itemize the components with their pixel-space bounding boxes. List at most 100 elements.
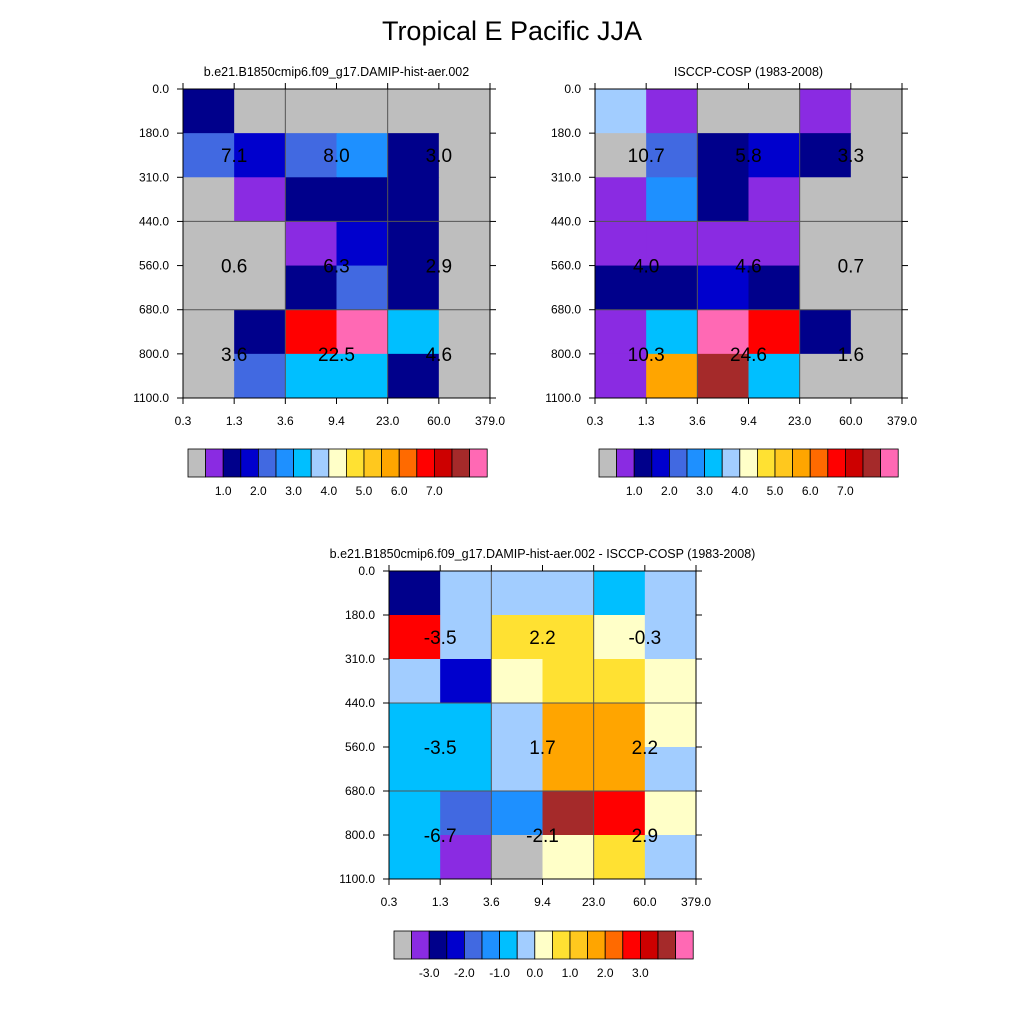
x-tick-label: 3.6 [483, 895, 500, 909]
colorbar-swatch [739, 448, 758, 478]
colorbar-label: 5.0 [767, 484, 784, 498]
cell-value-label: 2.2 [529, 628, 555, 649]
y-tick-label: 440.0 [345, 696, 375, 710]
colorbar-label: 6.0 [802, 484, 819, 498]
colorbar-swatch [363, 448, 383, 478]
x-tick-label: 0.3 [381, 895, 398, 909]
heatmap-cell [387, 221, 440, 267]
y-tick-label: 180.0 [139, 126, 169, 140]
y-tick-label: 560.0 [551, 259, 581, 273]
y-tick-label: 310.0 [139, 170, 169, 184]
heatmap-cell [183, 133, 235, 178]
cell-value-label: 3.6 [221, 345, 247, 366]
heatmap-cell [285, 133, 337, 178]
heatmap-cell [799, 133, 852, 178]
heatmap-cell [387, 309, 440, 355]
heatmap-cell [387, 353, 440, 399]
heatmap-cell [389, 747, 441, 792]
heatmap-cell [387, 177, 440, 222]
heatmap-cell [234, 265, 286, 311]
colorbar-swatch [552, 930, 571, 960]
cell-value-label: 4.6 [426, 345, 452, 366]
colorbar-swatch [240, 448, 259, 478]
cell-value-label: 1.7 [529, 738, 555, 759]
heatmap-cell [285, 309, 337, 355]
colorbar-swatch [428, 930, 448, 960]
colorbar-swatch [598, 448, 618, 478]
colorbar-swatch [757, 448, 776, 478]
heatmap-cell [389, 703, 441, 748]
cell-value-label: 2.9 [426, 257, 452, 278]
heatmap-cell [595, 265, 647, 311]
x-tick-label: 379.0 [681, 895, 711, 909]
y-tick-label: 0.0 [358, 564, 375, 578]
heatmap-cell [491, 615, 543, 660]
colorbar-swatch [862, 448, 882, 478]
heatmap-cell [850, 133, 903, 178]
y-tick-label: 180.0 [345, 608, 375, 622]
heatmap-cell [644, 659, 697, 704]
heatmap-cell [491, 571, 543, 616]
heatmap-cell [389, 571, 441, 616]
cell-value-label: 2.2 [632, 738, 658, 759]
panel-title: b.e21.B1850cmip6.f09_g17.DAMIP-hist-aer.… [204, 65, 469, 79]
heatmap-cell [799, 177, 852, 222]
x-tick-label: 1.3 [432, 895, 449, 909]
colorbar-label: 2.0 [661, 484, 678, 498]
heatmap-cell [748, 177, 801, 222]
heatmap-cell [646, 133, 698, 178]
heatmap-cell [646, 221, 698, 267]
heatmap-cell [336, 177, 389, 222]
heatmap-cell [440, 571, 492, 616]
y-tick-label: 680.0 [345, 784, 375, 798]
colorbar-swatch [669, 448, 688, 478]
heatmap-cell [542, 747, 595, 792]
heatmap-cell [644, 747, 697, 792]
colorbar-label: -2.0 [454, 966, 475, 980]
x-tick-label: 9.4 [328, 414, 345, 428]
heatmap-cell [285, 221, 337, 267]
heatmap-cell [491, 703, 543, 748]
x-tick-label: 60.0 [839, 414, 863, 428]
heatmap-cell [438, 265, 491, 311]
heatmap-cell [595, 89, 647, 134]
colorbar-label: 1.0 [626, 484, 643, 498]
heatmap-cell [850, 265, 903, 311]
heatmap-cell [646, 89, 698, 134]
x-tick-label: 1.3 [638, 414, 655, 428]
y-tick-label: 680.0 [139, 303, 169, 317]
x-tick-label: 9.4 [740, 414, 757, 428]
x-tick-label: 3.6 [277, 414, 294, 428]
heatmap-cell [697, 353, 749, 399]
colorbar-swatch [416, 448, 435, 478]
colorbar-swatch [393, 930, 413, 960]
heatmap-cell [336, 89, 389, 134]
colorbar: 1.0 2.0 3.0 4.0 5.0 6.0 7.0 [187, 448, 488, 498]
heatmap-cell [799, 353, 852, 399]
colorbar: -3.0 -2.0 -1.0 0.0 1.0 2.0 3.0 [393, 930, 694, 980]
x-tick-label: 0.3 [175, 414, 192, 428]
colorbar-swatch [569, 930, 589, 960]
panel-title: b.e21.B1850cmip6.f09_g17.DAMIP-hist-aer.… [330, 547, 756, 561]
colorbar-swatch [411, 930, 430, 960]
heatmap-cell [748, 265, 801, 311]
heatmap-cell [387, 89, 440, 134]
heatmap-cell [646, 309, 698, 355]
heatmap-cell [387, 133, 440, 178]
heatmap-cell [748, 353, 801, 399]
x-tick-label: 3.6 [689, 414, 706, 428]
y-tick-label: 0.0 [152, 82, 169, 96]
heatmap-cell [440, 791, 492, 836]
colorbar-label: 0.0 [526, 966, 543, 980]
heatmap-cell [183, 177, 235, 222]
heatmap-cell [542, 791, 595, 836]
heatmap-cell [336, 353, 389, 399]
colorbar-label: -3.0 [419, 966, 440, 980]
x-tick-label: 23.0 [376, 414, 400, 428]
heatmap-cell [593, 571, 646, 616]
colorbar-swatch [880, 448, 899, 478]
heatmap-cell [748, 221, 801, 267]
heatmap-cell [593, 659, 646, 704]
heatmap-cell [234, 309, 286, 355]
colorbar-swatch [534, 930, 553, 960]
